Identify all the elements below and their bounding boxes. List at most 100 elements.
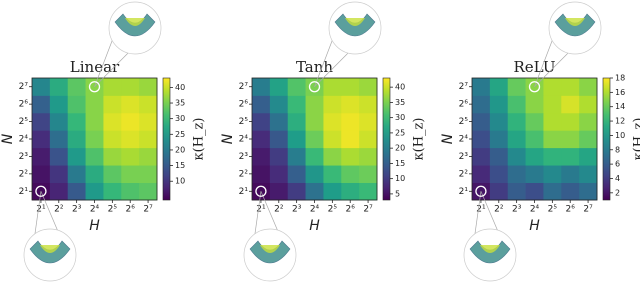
heat-cell <box>85 112 104 131</box>
heat-cell <box>489 147 509 166</box>
y-tick-label: 2⁶ <box>239 100 249 110</box>
heat-cell <box>287 130 306 149</box>
heat-cell <box>472 95 491 114</box>
heat-cell <box>305 130 324 149</box>
x-tick-label: 2⁵ <box>328 205 338 215</box>
heat-cell <box>32 165 51 183</box>
heat-cell <box>579 165 598 183</box>
heat-cell <box>323 95 342 114</box>
heat-cell <box>121 112 140 131</box>
panel-title: Linear <box>70 58 120 76</box>
colorbar-tick-label: 25 <box>395 128 405 137</box>
y-tick-label: 2⁵ <box>459 117 469 127</box>
inset-surface <box>565 18 585 26</box>
heat-cell <box>561 95 580 114</box>
y-tick-label: 2⁶ <box>19 100 29 110</box>
y-tick-label: 2³ <box>239 152 249 162</box>
panel-title: ReLU <box>514 58 556 76</box>
heat-cell <box>579 112 598 131</box>
heat-cell <box>579 130 598 149</box>
heat-cell <box>341 182 360 201</box>
heat-cell <box>121 165 140 183</box>
marker <box>528 81 541 93</box>
colorbar-tick-label: 30 <box>175 114 185 123</box>
heat-cell <box>561 78 580 96</box>
colorbar-tick-label: 40 <box>395 83 405 92</box>
heat-cell <box>341 147 360 166</box>
heat-cell <box>305 78 324 96</box>
colorbar-tick-label: 15 <box>395 159 405 168</box>
heat-cell <box>252 165 271 183</box>
heat-cell <box>269 130 289 149</box>
y-tick-label: 2² <box>239 169 249 179</box>
heat-cell <box>472 147 491 166</box>
heat-cell <box>85 165 104 183</box>
heat-cell <box>543 112 562 131</box>
heat-cell <box>252 147 271 166</box>
heat-cell <box>121 147 140 166</box>
heat-cell <box>472 130 491 149</box>
heat-cell <box>561 182 580 201</box>
heat-cell <box>67 165 86 183</box>
heat-cell <box>359 147 378 166</box>
x-tick-label: 2⁵ <box>108 205 118 215</box>
heat-cell <box>323 182 342 201</box>
heat-cell <box>507 95 526 114</box>
y-tick-label: 2⁷ <box>459 82 469 92</box>
colorbar <box>162 77 171 201</box>
heat-cell <box>525 112 544 131</box>
heat-cell <box>49 95 69 114</box>
heat-cell <box>359 182 378 201</box>
y-tick-label: 2¹ <box>459 187 469 197</box>
heat-cell <box>543 147 562 166</box>
heat-cell <box>323 130 342 149</box>
heat-cell <box>32 130 51 149</box>
heat-cell <box>103 95 122 114</box>
heat-cell <box>67 78 86 96</box>
heat-cell <box>359 112 378 131</box>
heat-cell <box>32 95 51 114</box>
x-tick-label: 2⁴ <box>90 205 100 215</box>
heat-cell <box>323 165 342 183</box>
x-axis-label: H <box>529 218 540 234</box>
heat-cell <box>85 147 104 166</box>
heat-cell <box>489 182 509 201</box>
heat-cell <box>305 165 324 183</box>
x-tick-label: 2⁷ <box>583 205 593 215</box>
heat-cell <box>121 78 140 96</box>
x-axis-label: H <box>309 218 320 234</box>
inset-surface <box>480 245 500 253</box>
y-tick-label: 2² <box>459 169 469 179</box>
heat-cell <box>489 130 509 149</box>
colorbar-tick-label: 30 <box>395 113 405 122</box>
heat-cell <box>252 130 271 149</box>
heat-cell <box>287 165 306 183</box>
heat-cell <box>507 165 526 183</box>
y-tick-label: 2¹ <box>239 187 249 197</box>
heat-cell <box>103 147 122 166</box>
heat-cell <box>269 78 289 96</box>
colorbar-tick-label: 25 <box>175 130 185 139</box>
heat-cell <box>305 147 324 166</box>
heat-cell <box>323 147 342 166</box>
heat-cell <box>85 78 104 96</box>
y-tick-label: 2⁵ <box>239 117 249 127</box>
marker <box>255 185 267 197</box>
heat-cell <box>561 130 580 149</box>
heat-cell <box>543 130 562 149</box>
heat-cell <box>472 165 491 183</box>
heat-cell <box>49 130 69 149</box>
colorbar-label: κ(H_z) <box>412 118 427 161</box>
heat-cell <box>543 78 562 96</box>
heat-cell <box>561 112 580 131</box>
x-tick-label: 2² <box>494 205 504 215</box>
marker <box>88 81 101 93</box>
marker <box>475 185 487 197</box>
y-tick-label: 2⁶ <box>459 100 469 110</box>
x-tick-label: 2¹ <box>256 205 266 215</box>
x-tick-label: 2⁵ <box>548 205 558 215</box>
heat-cell <box>139 78 158 96</box>
heat-cell <box>359 95 378 114</box>
heat-cell <box>139 182 158 201</box>
